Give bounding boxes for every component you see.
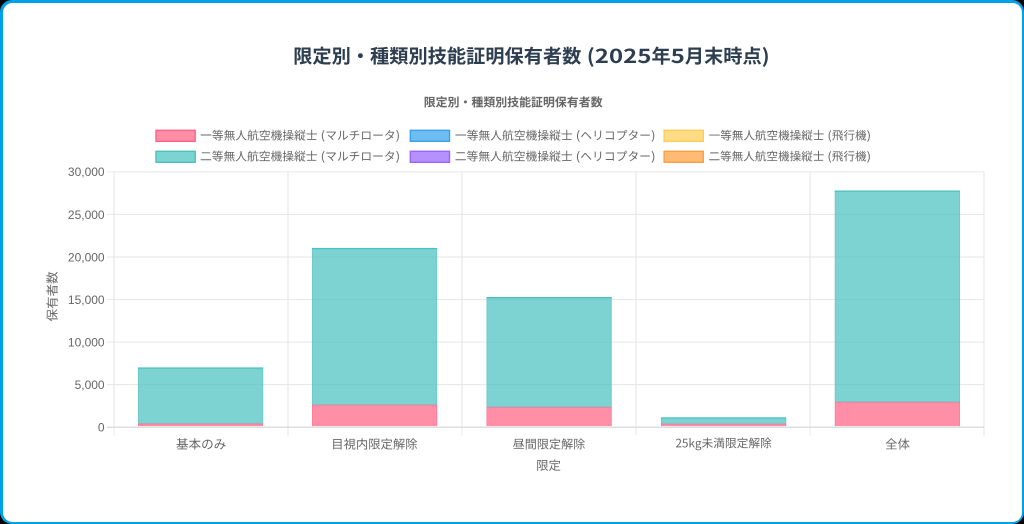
svg-text:5,000: 5,000: [75, 378, 105, 392]
svg-text:15,000: 15,000: [68, 293, 105, 307]
svg-text:20,000: 20,000: [68, 250, 105, 264]
svg-text:0: 0: [98, 421, 105, 435]
svg-text:25,000: 25,000: [68, 208, 105, 222]
svg-text:30,000: 30,000: [68, 165, 105, 179]
svg-text:10,000: 10,000: [68, 335, 105, 349]
